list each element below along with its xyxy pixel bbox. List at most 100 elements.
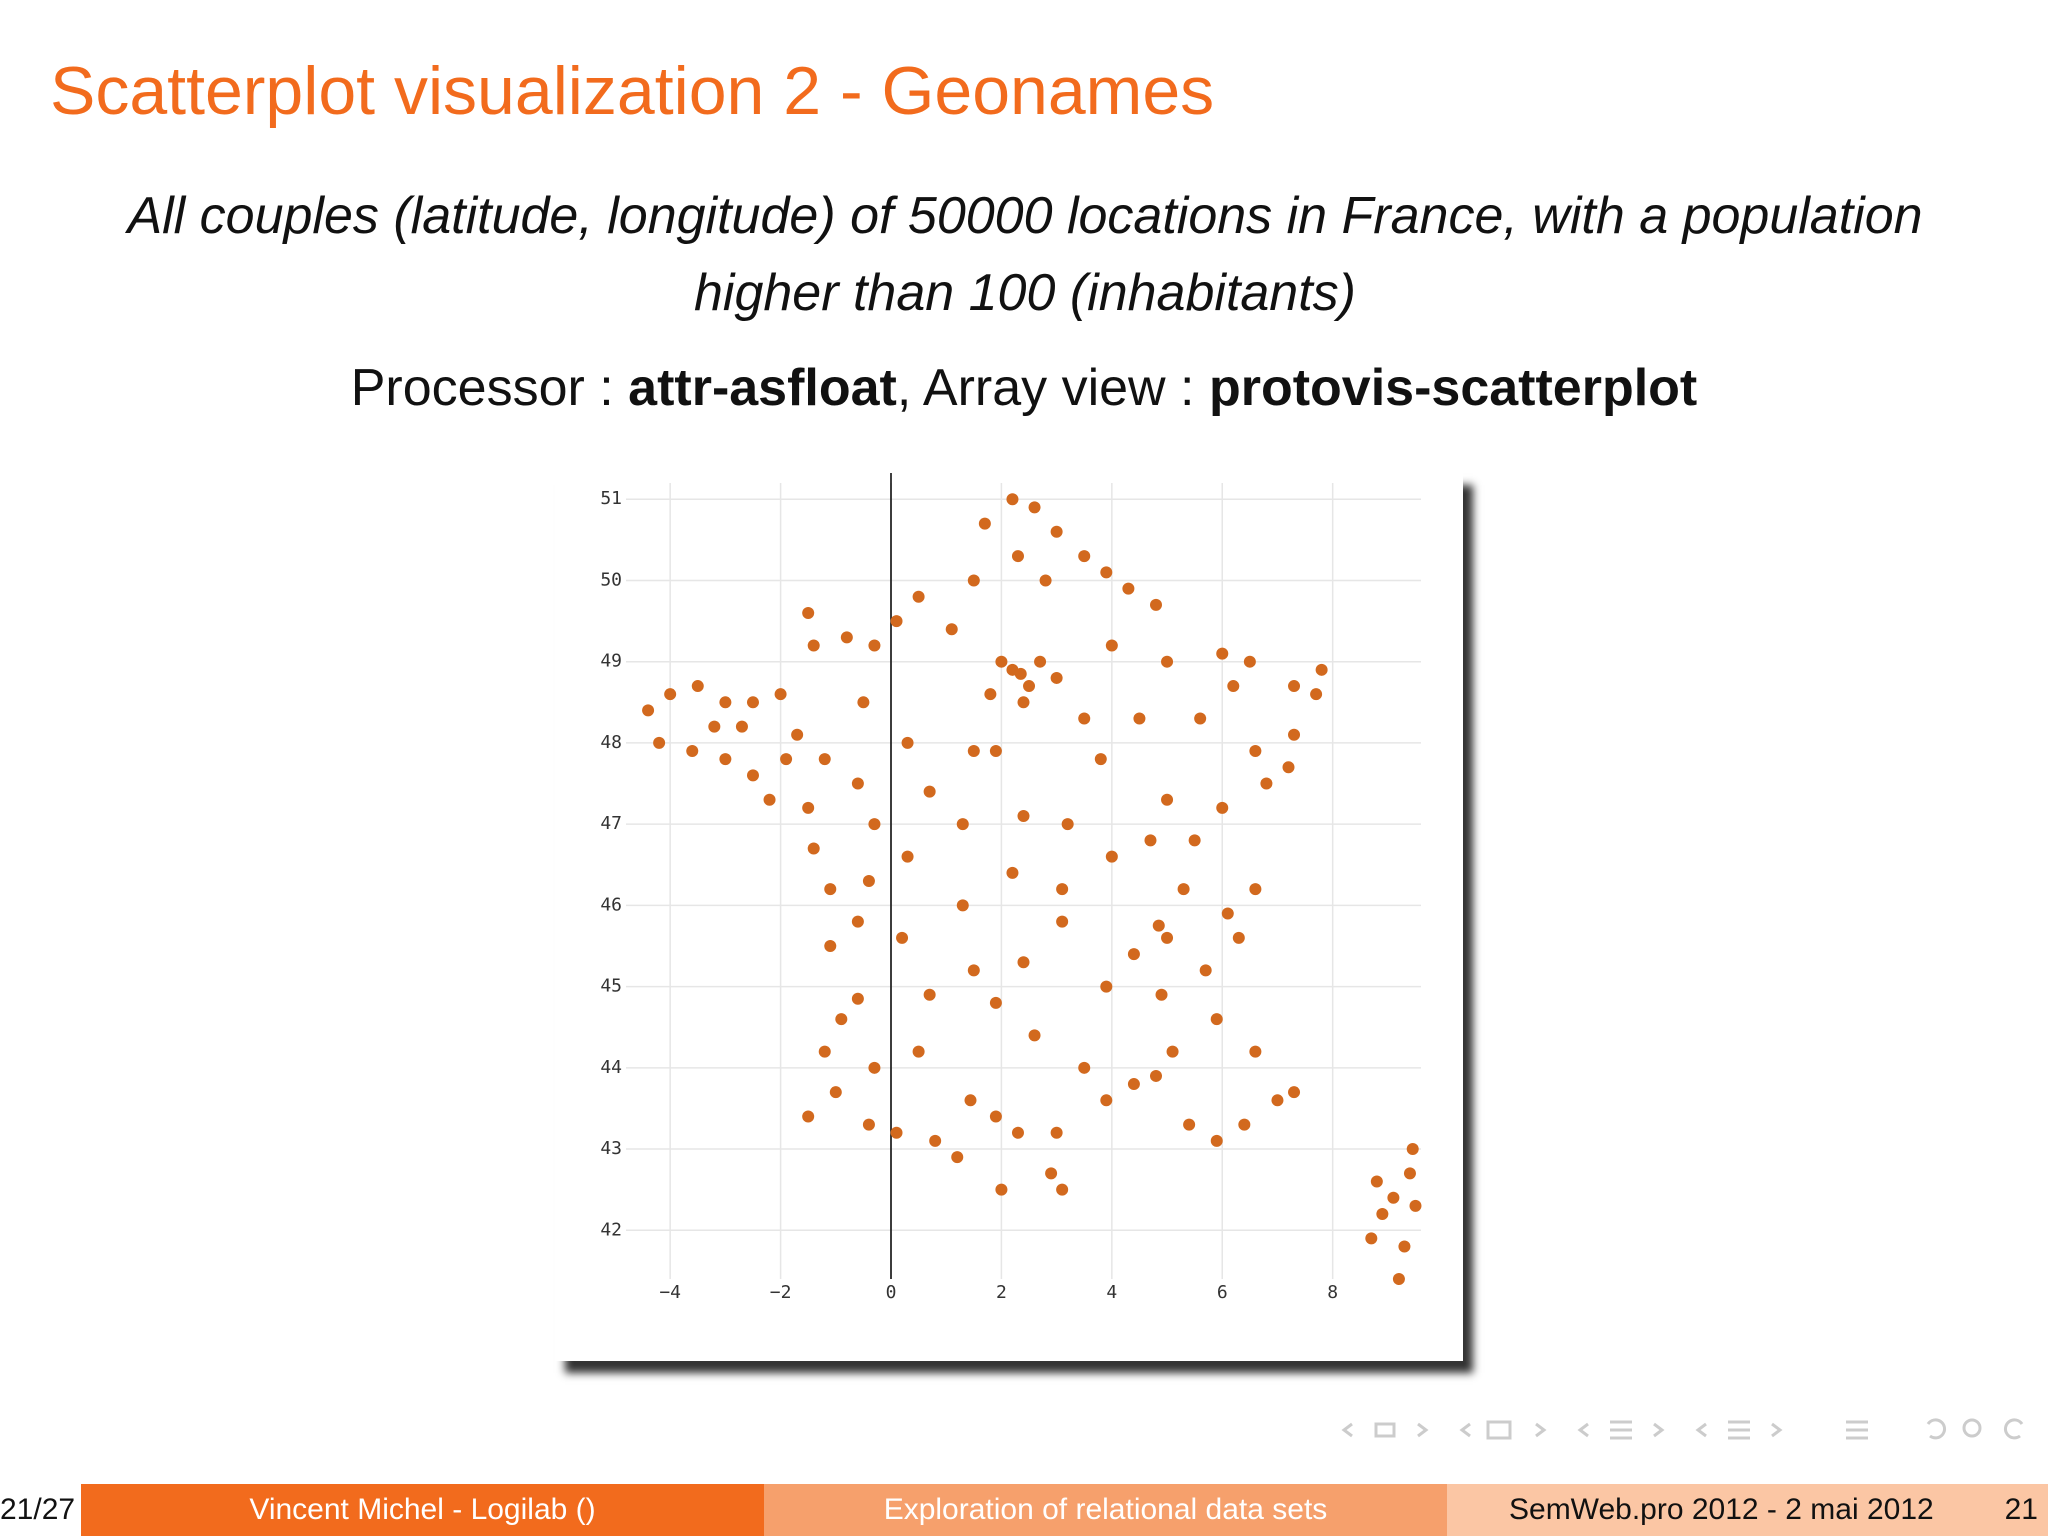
point bbox=[1006, 663, 1019, 676]
point bbox=[1017, 810, 1030, 823]
point bbox=[978, 517, 991, 530]
point bbox=[1050, 671, 1063, 684]
x-tick-label: 8 bbox=[1327, 1282, 1338, 1303]
point bbox=[1370, 1175, 1383, 1188]
point bbox=[746, 769, 759, 782]
point bbox=[951, 1151, 964, 1164]
nav-next[interactable] bbox=[1535, 1422, 1547, 1438]
point bbox=[1161, 655, 1174, 668]
y-tick-label: 45 bbox=[600, 976, 622, 997]
point bbox=[818, 753, 831, 766]
x-tick-label: −4 bbox=[659, 1282, 681, 1303]
point bbox=[868, 818, 881, 831]
nav-outline[interactable] bbox=[1846, 1420, 1868, 1440]
point bbox=[1216, 801, 1229, 814]
point bbox=[802, 1110, 815, 1123]
event-name: SemWeb.pro 2012 - 2 mai 2012 bbox=[1509, 1493, 1934, 1526]
point bbox=[896, 931, 909, 944]
point bbox=[1100, 566, 1113, 579]
processor: attr-asfloat bbox=[628, 359, 897, 417]
point bbox=[1161, 931, 1174, 944]
point bbox=[851, 992, 864, 1005]
point bbox=[945, 623, 958, 636]
point bbox=[824, 939, 837, 952]
nav-prev[interactable] bbox=[1695, 1422, 1707, 1438]
point bbox=[901, 850, 914, 863]
point bbox=[967, 964, 980, 977]
point bbox=[708, 720, 721, 733]
point bbox=[1194, 712, 1207, 725]
y-tick-label: 51 bbox=[600, 488, 622, 509]
point bbox=[807, 842, 820, 855]
view: protovis-scatterplot bbox=[1208, 359, 1698, 417]
point bbox=[1260, 777, 1273, 790]
point bbox=[923, 785, 936, 798]
point bbox=[1183, 1118, 1196, 1131]
point bbox=[1210, 1013, 1223, 1026]
point bbox=[956, 818, 969, 831]
point bbox=[1216, 647, 1229, 660]
point bbox=[1023, 680, 1036, 693]
point bbox=[818, 1045, 831, 1058]
subtitle: All couples (latitude, longitude) of 500… bbox=[127, 187, 1923, 322]
point bbox=[1017, 956, 1030, 969]
nav-next[interactable] bbox=[1653, 1422, 1665, 1438]
point bbox=[995, 655, 1008, 668]
point bbox=[851, 777, 864, 790]
nav-prev[interactable] bbox=[1341, 1422, 1353, 1438]
point bbox=[1243, 655, 1256, 668]
point bbox=[780, 753, 793, 766]
point bbox=[1028, 501, 1041, 514]
author: Vincent Michel - Logilab () bbox=[81, 1484, 764, 1536]
point bbox=[967, 745, 980, 758]
point bbox=[1011, 550, 1024, 563]
point bbox=[912, 590, 925, 603]
point bbox=[746, 696, 759, 709]
point bbox=[1249, 1045, 1262, 1058]
nav-search[interactable] bbox=[1962, 1418, 1982, 1438]
point bbox=[691, 680, 704, 693]
point bbox=[1161, 793, 1174, 806]
point bbox=[1271, 1094, 1284, 1107]
point bbox=[774, 688, 787, 701]
point bbox=[1409, 1199, 1422, 1212]
nav-part[interactable] bbox=[1728, 1420, 1750, 1440]
point bbox=[1221, 907, 1234, 920]
nav-prev[interactable] bbox=[1577, 1422, 1589, 1438]
point bbox=[929, 1134, 942, 1147]
point bbox=[995, 1183, 1008, 1196]
point bbox=[1100, 980, 1113, 993]
point bbox=[1406, 1143, 1419, 1156]
nav-frame[interactable] bbox=[1374, 1422, 1396, 1438]
nav-next[interactable] bbox=[1417, 1422, 1429, 1438]
nav-prev[interactable] bbox=[1459, 1422, 1471, 1438]
point bbox=[1078, 550, 1091, 563]
point bbox=[1315, 663, 1328, 676]
point bbox=[1392, 1273, 1405, 1285]
y-tick-label: 46 bbox=[600, 894, 622, 915]
nav-next[interactable] bbox=[1771, 1422, 1783, 1438]
point bbox=[1045, 1167, 1058, 1180]
nav-subsection[interactable] bbox=[1486, 1420, 1512, 1440]
point bbox=[868, 1061, 881, 1074]
point bbox=[1232, 931, 1245, 944]
page-number: 21 bbox=[2004, 1493, 2038, 1526]
x-tick-label: 0 bbox=[886, 1282, 897, 1303]
point bbox=[1210, 1134, 1223, 1147]
nav-back[interactable] bbox=[1926, 1418, 1946, 1440]
point bbox=[1288, 1086, 1301, 1099]
nav-forward[interactable] bbox=[2004, 1418, 2024, 1440]
point bbox=[890, 1126, 903, 1139]
point bbox=[1199, 964, 1212, 977]
point bbox=[1144, 834, 1157, 847]
point bbox=[1282, 761, 1295, 774]
point bbox=[807, 639, 820, 652]
nav-section[interactable] bbox=[1610, 1420, 1632, 1440]
point bbox=[901, 736, 914, 749]
point bbox=[912, 1045, 925, 1058]
event: SemWeb.pro 2012 - 2 mai 2012 21 bbox=[1447, 1484, 2048, 1536]
point bbox=[829, 1086, 842, 1099]
point bbox=[984, 688, 997, 701]
point bbox=[1133, 712, 1146, 725]
point bbox=[857, 696, 870, 709]
